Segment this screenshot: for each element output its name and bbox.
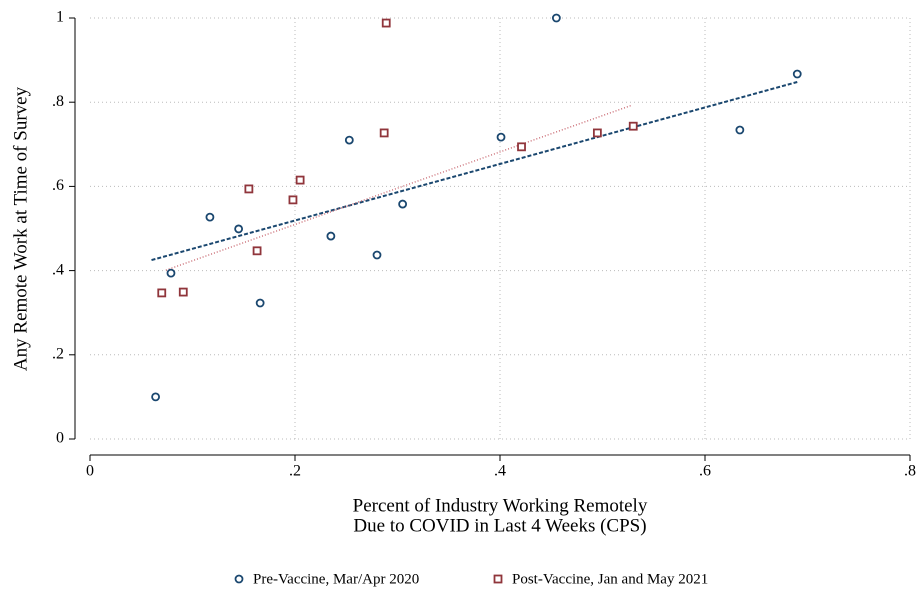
point [628,121,638,131]
point [326,231,336,241]
point [379,128,389,138]
point [735,125,745,135]
y-tick-label: 0 [56,430,64,447]
point [166,268,176,278]
point [381,18,391,28]
legend-label: Post-Vaccine, Jan and May 2021 [512,571,708,587]
x-tick-label: .2 [289,463,301,480]
x-tick-label: .8 [904,463,916,480]
point [398,199,408,209]
point [252,246,262,256]
point [234,224,244,234]
point [205,212,215,222]
y-tick-label: 1 [56,9,64,26]
x-tick-label: .4 [494,463,506,480]
point [244,184,254,194]
point [372,250,382,260]
point [792,69,802,79]
fit-line [151,81,798,262]
point [496,132,506,142]
point [178,287,188,297]
x-tick-label: 0 [86,463,94,480]
point [517,142,526,152]
point [255,298,265,308]
legend-label: Pre-Vaccine, Mar/Apr 2020 [253,571,419,587]
y-tick-label: .4 [52,261,64,278]
y-axis-label: Any Remote Work at Time of Survey [10,86,31,371]
y-tick-label: .8 [52,93,64,110]
point [295,175,305,185]
x-axis-label: Due to COVID in Last 4 Weeks (CPS) [353,515,646,536]
x-tick-label: .6 [699,463,711,480]
point [151,392,161,402]
y-tick-label: .2 [52,345,64,362]
point [288,195,298,205]
legend-marker [493,574,503,584]
y-tick-label: .6 [52,177,64,194]
point [344,135,354,145]
legend-marker [234,574,244,584]
point [157,288,167,298]
x-axis-label: Percent of Industry Working Remotely [353,495,648,516]
point [592,128,602,138]
point [551,13,561,23]
